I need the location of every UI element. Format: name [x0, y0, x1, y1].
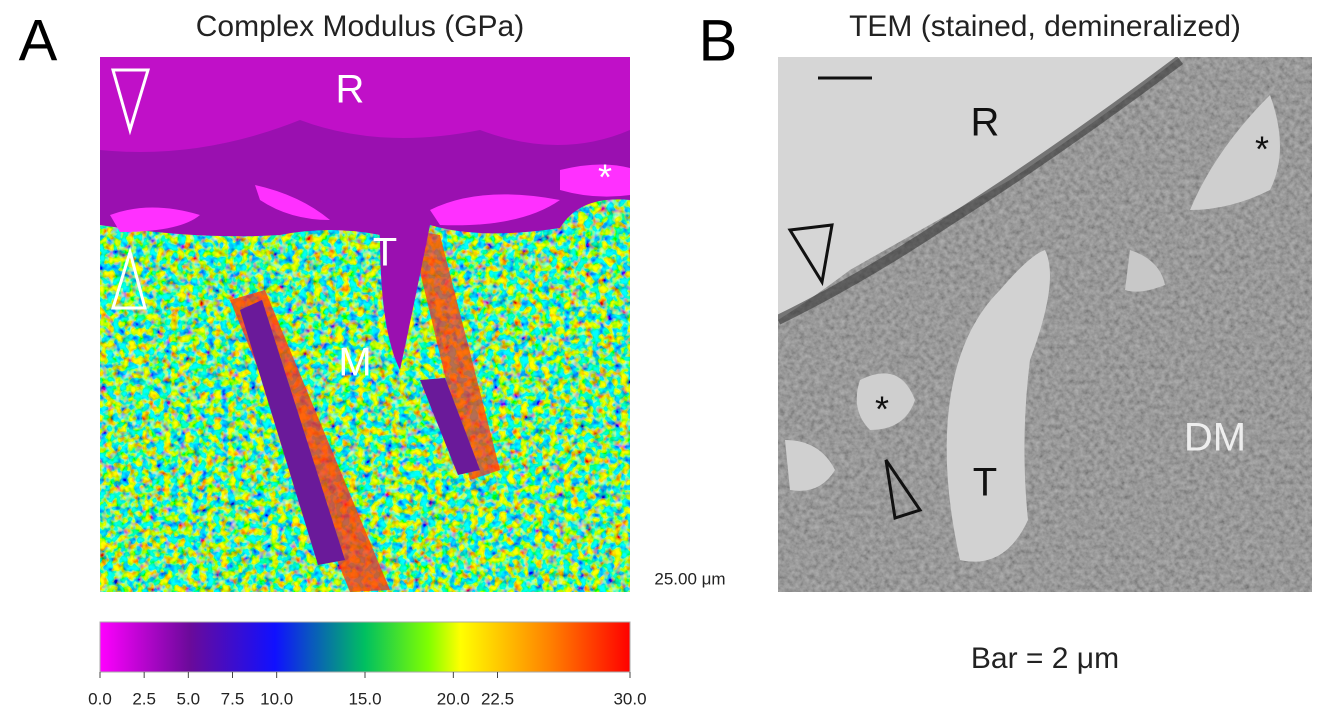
region-label: *	[875, 389, 889, 430]
panel-letter: B	[699, 8, 738, 73]
tem-image	[778, 57, 1312, 592]
colorbar-tick-label: 10.0	[260, 689, 293, 708]
scale-label: 25.00 μm	[654, 569, 725, 588]
region-label: *	[1255, 129, 1269, 170]
modulus-map	[100, 57, 630, 592]
figure: A Complex Modulus (GPa) R * T M 25.00 μm…	[0, 0, 1321, 721]
colorbar	[100, 622, 630, 672]
caption: Bar = 2 μm	[971, 642, 1119, 675]
panel-title: Complex Modulus (GPa)	[196, 10, 524, 43]
colorbar-tick-label: 5.0	[177, 689, 201, 708]
colorbar-tick-label: 20.0	[437, 689, 470, 708]
panel-letter: A	[19, 8, 58, 73]
panel-title: TEM (stained, demineralized)	[849, 10, 1241, 43]
region-label: DM	[1184, 416, 1246, 460]
region-label: *	[598, 157, 612, 198]
region-label: M	[338, 341, 371, 385]
colorbar-tick-label: 30.0	[613, 689, 646, 708]
colorbar-tick-label: 2.5	[132, 689, 156, 708]
colorbar-tick-label: 7.5	[221, 689, 245, 708]
region-label: R	[336, 68, 365, 112]
colorbar-tick-label: 15.0	[348, 689, 381, 708]
colorbar-tick-label: 0.0	[88, 689, 112, 708]
region-label: R	[971, 101, 1000, 145]
region-label: T	[373, 231, 397, 275]
colorbar-tick-label: 22.5	[481, 689, 514, 708]
region-label: T	[973, 461, 997, 505]
